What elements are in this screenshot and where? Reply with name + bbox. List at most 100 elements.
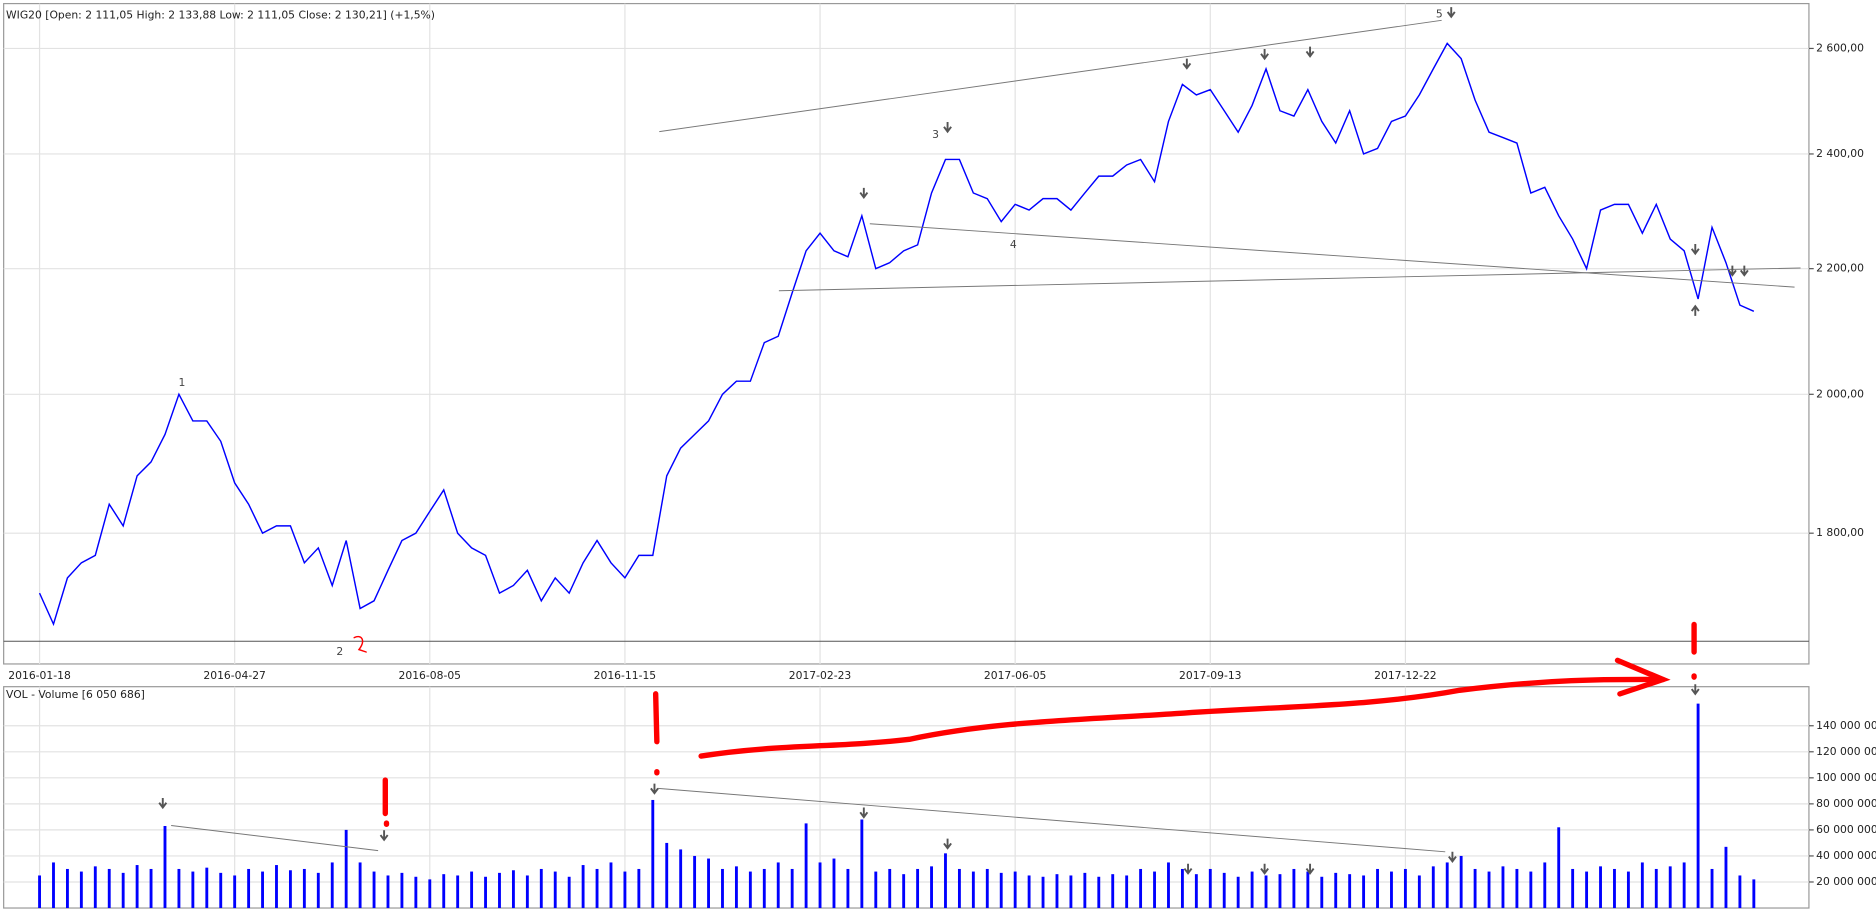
volume-bar <box>1376 868 1379 909</box>
volume-bar <box>665 842 669 909</box>
volume-bar <box>372 871 376 909</box>
y-tick-label: 2 600,00 <box>1816 41 1864 54</box>
volume-bar <box>177 868 181 909</box>
volume-bar <box>539 868 543 909</box>
x-tick-label: 2016-08-05 <box>399 669 461 682</box>
signal-arrow <box>379 830 389 842</box>
volume-bar <box>721 868 724 909</box>
volume-bar <box>790 868 794 909</box>
wave-label: 3 <box>932 128 939 141</box>
volume-bar <box>971 871 975 909</box>
volume-bar <box>1292 868 1296 909</box>
trend-line <box>659 19 1442 133</box>
trend-lines <box>3 19 1809 853</box>
signal-arrow <box>859 807 869 819</box>
volume-bar <box>1222 872 1226 909</box>
volume-bar <box>1097 876 1101 909</box>
trend-line <box>778 267 1801 292</box>
volume-bar <box>1487 871 1491 909</box>
volume-bar <box>818 862 822 909</box>
y-tick-label: 2 400,00 <box>1816 147 1864 160</box>
volume-bar <box>1515 868 1519 909</box>
volume-bar <box>1334 872 1338 909</box>
volume-bar <box>428 879 432 909</box>
volume-bar <box>107 868 111 909</box>
volume-bar <box>1055 874 1059 909</box>
volume-bar <box>1153 871 1156 909</box>
volume-bar <box>275 865 278 909</box>
volume-bar <box>1710 868 1714 909</box>
signal-arrow <box>1260 49 1269 61</box>
volume-bar <box>1069 875 1073 909</box>
y-tick-label: 20 000 000 <box>1816 875 1876 888</box>
volume-bar <box>288 870 292 909</box>
volume-bar <box>1696 703 1700 909</box>
trend-line <box>658 787 1446 853</box>
volume-bar <box>247 868 251 909</box>
volume-bar <box>874 871 878 909</box>
volume-bar <box>65 868 69 909</box>
volume-bar <box>707 858 710 909</box>
volume-bar <box>470 871 474 909</box>
volume-bar <box>233 875 237 909</box>
volume-bar <box>1654 868 1658 909</box>
volume-bar <box>999 872 1003 909</box>
volume-bar <box>693 855 697 909</box>
volume-bar <box>888 868 892 909</box>
volume-bar <box>1139 868 1143 909</box>
volume-bar <box>985 868 989 909</box>
volume-panel <box>3 686 1810 909</box>
volume-bar <box>1306 871 1310 909</box>
price-panel <box>3 2 1810 665</box>
signal-arrow <box>1446 7 1456 19</box>
signal-arrow <box>1182 58 1192 70</box>
volume-bar <box>1682 862 1686 909</box>
volume-bar <box>1738 875 1742 909</box>
marks <box>38 42 1756 909</box>
signal-arrow <box>1690 684 1700 696</box>
volume-bar <box>776 862 780 909</box>
trend-line <box>869 223 1795 288</box>
y-tick-label: 1 800,00 <box>1816 526 1864 539</box>
volume-bar <box>553 871 557 909</box>
volume-bar <box>609 862 613 909</box>
volume-bar <box>637 868 641 909</box>
volume-bar <box>121 872 125 909</box>
volume-bar <box>734 866 738 909</box>
volume-bar <box>52 862 55 909</box>
volume-bar <box>79 871 83 909</box>
volume-bar <box>1585 871 1589 909</box>
volume-bar <box>1613 868 1616 909</box>
y-tick-label: 60 000 000 <box>1816 823 1876 836</box>
volume-bar <box>1111 874 1115 909</box>
volume-bar <box>302 868 306 909</box>
signal-arrow <box>650 783 659 795</box>
exclamation <box>652 691 660 745</box>
volume-bar <box>1543 862 1547 909</box>
volume-bar <box>1431 866 1435 909</box>
volume-bar <box>762 868 766 909</box>
signal-arrow <box>1448 851 1457 863</box>
wave-label: 4 <box>1010 238 1017 251</box>
volume-bar <box>498 872 501 909</box>
x-tick-label: 2016-01-18 <box>8 669 71 682</box>
volume-bar <box>1445 862 1449 909</box>
volume-bar <box>1724 846 1728 909</box>
volume-bar <box>832 858 836 909</box>
arrow-head <box>1614 657 1671 697</box>
overlay: 1 2 3 4 5 <box>3 7 1809 875</box>
volume-bar <box>1403 868 1407 909</box>
volume-bar <box>149 868 153 909</box>
y-tick-label: 40 000 000 <box>1816 849 1876 862</box>
volume-bar <box>1599 866 1602 909</box>
signal-arrow <box>1260 863 1269 875</box>
volume-bar <box>93 866 97 909</box>
y-tick-label: 140 000 000 <box>1816 719 1876 732</box>
volume-bar <box>511 870 515 909</box>
volume-bar <box>595 868 599 909</box>
volume-bar <box>456 875 460 909</box>
volume-bar <box>1278 874 1282 909</box>
volume-bar <box>1501 866 1505 909</box>
